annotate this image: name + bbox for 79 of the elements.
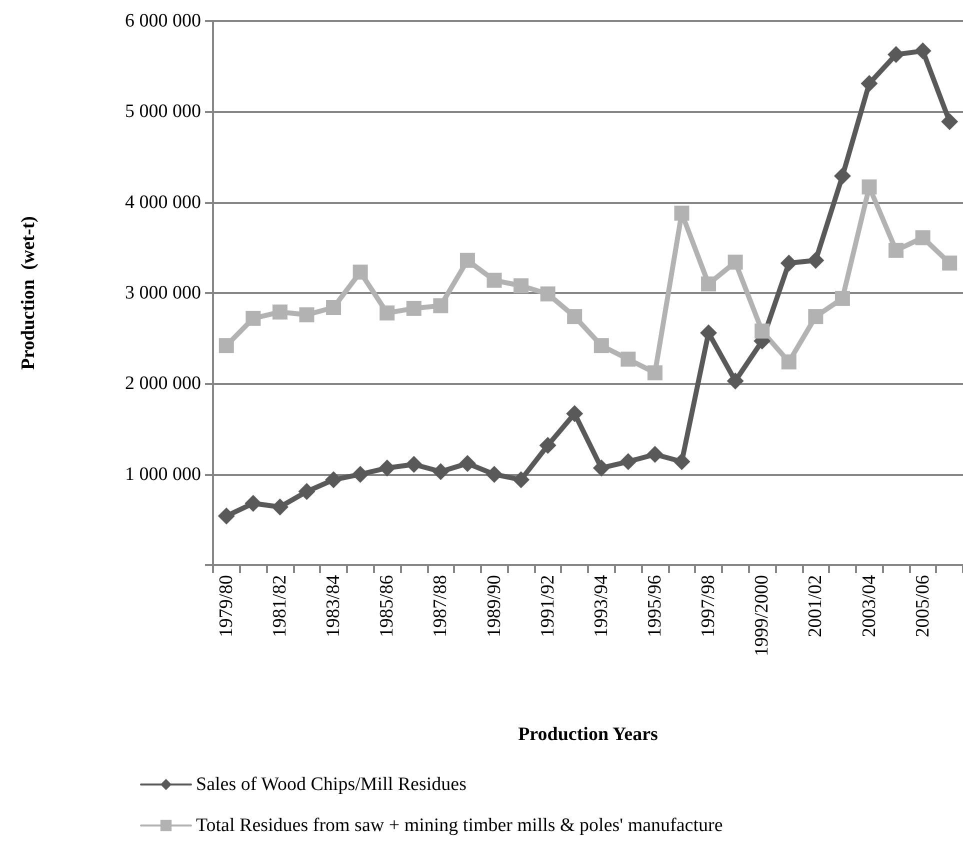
point — [325, 471, 342, 488]
x-tick-label: 1981/82 — [269, 575, 290, 638]
y-tick-label: 4 000 000 — [125, 192, 201, 213]
x-tick-label: 1991/92 — [537, 575, 558, 638]
point — [646, 446, 664, 463]
point — [915, 230, 930, 246]
point — [620, 352, 636, 367]
x-tick-label: 1987/88 — [430, 575, 452, 638]
point — [432, 463, 450, 480]
point — [807, 252, 824, 269]
point — [514, 278, 529, 294]
point — [914, 42, 932, 60]
point — [486, 272, 502, 288]
point — [458, 454, 476, 472]
point — [352, 466, 369, 483]
point — [781, 354, 796, 370]
y-tick-label: 2 000 000 — [125, 373, 201, 394]
point — [942, 256, 958, 271]
legend-label: Sales of Wood Chips/Mill Residues — [196, 774, 466, 795]
point — [540, 286, 556, 302]
point — [244, 494, 262, 512]
point — [620, 453, 637, 470]
y-tick-label: 1 000 000 — [125, 464, 201, 485]
point — [888, 242, 904, 258]
point — [888, 46, 905, 64]
point — [567, 309, 582, 324]
point — [378, 459, 396, 476]
x-tick-label: 2001/02 — [805, 575, 826, 638]
x-tick-label: 2005/06 — [912, 575, 934, 638]
point — [299, 307, 314, 322]
point — [460, 252, 475, 268]
x-tick-label: 1989/90 — [484, 575, 505, 638]
point — [701, 276, 716, 292]
point — [246, 310, 261, 326]
x-tick-label: 1993/94 — [590, 574, 612, 638]
point — [539, 436, 556, 454]
point — [326, 300, 342, 316]
point — [780, 254, 798, 272]
point — [673, 453, 690, 470]
point — [834, 290, 850, 306]
point — [512, 471, 530, 488]
point — [433, 298, 448, 314]
x-axis-title: Production Years — [518, 724, 658, 745]
point — [486, 466, 503, 483]
x-tick-label: 1985/86 — [376, 575, 398, 638]
point — [808, 309, 824, 324]
point — [272, 304, 288, 320]
point — [647, 365, 662, 380]
x-tick-label: 2003/04 — [858, 574, 880, 638]
point — [298, 483, 316, 500]
point — [352, 264, 368, 280]
point — [594, 338, 609, 354]
point — [754, 324, 770, 339]
point — [726, 372, 744, 390]
point — [700, 324, 718, 342]
point — [406, 300, 422, 316]
y-tick-label: 6 000 000 — [125, 10, 201, 32]
x-tick-label: 1995/96 — [644, 575, 666, 638]
point — [218, 338, 234, 354]
point — [674, 206, 690, 221]
point — [941, 113, 958, 130]
x-tick-label: 1979/80 — [216, 575, 237, 638]
point — [271, 498, 288, 516]
y-axis-title: Production (wet-t) — [18, 216, 39, 370]
y-tick-label: 3 000 000 — [125, 282, 201, 304]
point — [566, 405, 584, 422]
y-tick-label: 5 000 000 — [125, 101, 201, 122]
x-tick-label: 1999/2000 — [752, 575, 773, 656]
point — [380, 305, 395, 320]
point — [860, 75, 878, 92]
point — [405, 456, 422, 473]
point — [218, 508, 235, 525]
legend-label: Total Residues from saw + mining timber mills & poles' manufacture — [196, 815, 723, 836]
point — [728, 254, 743, 270]
point — [834, 168, 851, 185]
point — [862, 179, 877, 194]
x-tick-label: 1983/84 — [323, 574, 344, 638]
point — [592, 459, 610, 476]
x-tick-label: 1997/98 — [698, 575, 720, 638]
